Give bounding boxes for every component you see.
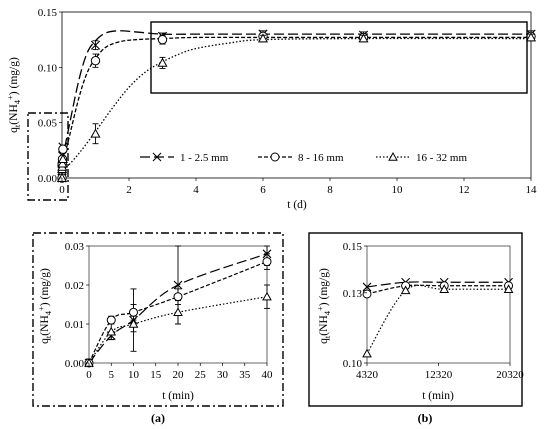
inset-a-y-tick-label: 0.01 [65,319,84,331]
main-point-s3 [57,153,68,164]
inset-b-border [308,232,523,407]
inset-b-series-curve-3 [366,284,509,354]
inset-a-chart: 0 5 10 15 20 25 30 35 40 0.00 0.01 0.02 0.03 t (min)… [32,232,284,407]
legend-label-3: 16 - 32 mm [416,152,467,164]
inset-a-point-s3 [84,357,94,367]
main-point-s3 [56,172,68,182]
zoom-box-b-indicator [150,21,528,94]
inset-a-x-axis-label: t (min) [162,390,194,402]
main-x-tick-label: 0 [59,184,65,196]
main-point-s3 [358,33,369,43]
legend-marker-2 [270,152,280,162]
inset-b-x-tick-label: 20320 [496,369,524,381]
main-x-tick-label: 14 [526,184,538,196]
inset-b-y-tick-label: 0.13 [343,288,363,300]
main-point-s2 [58,144,68,154]
main-point-s3 [57,158,68,168]
inset-a-x-tick-label: 35 [239,369,251,381]
inset-a-x-tick-label: 15 [150,369,162,381]
inset-a-x-tick-label: 10 [128,369,140,381]
legend-label-2: 8 - 16 mm [298,152,344,164]
main-point-s3 [525,32,537,42]
zoom-box-a-indicator [27,112,69,201]
inset-a-x-tick-label: 25 [195,369,207,381]
inset-a-points [84,245,272,368]
inset-a-point-s2 [173,292,183,302]
inset-a-x-tick-label: 40 [262,369,274,381]
main-points [56,29,537,183]
inset-a-point-s3 [173,307,183,316]
main-point-s3 [90,128,101,138]
inset-a-series-curve-3 [88,296,268,364]
inset-b-plot-frame [366,245,511,364]
main-point-s1 [90,40,101,50]
main-x-tick-label: 6 [260,184,266,196]
inset-a-y-axis-label: qt(NH4+) (mg/g) [36,268,53,344]
inset-a-y-tick-label: 0.03 [65,241,85,253]
main-series-curve-1 [61,30,531,162]
main-x-tick-label: 4 [193,184,199,196]
inset-b-point-s2 [362,289,372,299]
inset-b-y-tick-label: 0.15 [343,241,363,253]
main-x-tick-label: 2 [126,184,132,196]
main-x-tick-label: 12 [459,184,470,196]
main-legend: 1 - 2.5 mm 8 - 16 mm 16 - 32 mm [140,151,467,164]
main-point-s2 [157,34,168,45]
inset-a-y-tick-label: 0.02 [65,280,84,292]
inset-a-point-s2 [262,257,272,267]
inset-a-point-s2 [106,315,116,325]
main-ticks: 0 2 4 6 8 10 12 14 0.00 0.05 0.10 0.15 [38,7,537,196]
inset-a-point-s3 [128,318,139,328]
inset-b-curves [366,281,509,354]
main-point-s2 [90,55,101,66]
inset-a-border [32,232,284,407]
inset-b-chart: 4320 12320 20320 0.10 0.13 0.15 t (min) qt(NH… [308,232,525,407]
inset-a-point-s1 [173,280,183,290]
legend-marker-1 [152,152,162,162]
inset-a-y-tick-label: 0.00 [65,358,85,370]
inset-b-x-axis-label: t (min) [422,390,454,402]
main-plot-frame [61,11,532,179]
inset-b-ticks: 4320 12320 20320 0.10 0.13 0.15 [343,241,525,381]
main-chart: 0 2 4 6 8 10 12 14 0.00 0.05 0.10 0.15 t (d) qt(NH4… [5,7,537,211]
inset-b-x-tick-label: 12320 [425,369,453,381]
inset-a-point-s2 [129,307,138,317]
main-x-tick-label: 10 [392,184,404,196]
main-y-tick-label: 0.05 [38,118,58,130]
inset-b-point-s3 [362,348,372,358]
inset-a-x-tick-label: 20 [173,369,185,381]
main-x-tick-label: 8 [327,184,333,196]
main-y-tick-label: 0.15 [38,7,58,19]
legend-label-1: 1 - 2.5 mm [180,152,229,164]
inset-a-point-s3 [262,291,272,301]
inset-a-x-tick-label: 0 [86,369,92,381]
main-x-axis-label: t (d) [287,199,307,211]
main-series-curve-2 [61,36,531,165]
legend-marker-3 [388,151,398,161]
inset-b-point-s3 [400,285,411,295]
inset-b-x-tick-label: 4320 [356,369,379,381]
inset-b-caption: (b) [418,411,433,425]
main-point-s3 [157,57,168,67]
inset-a-point-s3 [106,326,117,336]
inset-b-series-curve-1 [366,281,509,288]
inset-b-series-curve-2 [366,284,509,295]
main-y-axis-label: qt(NH4+) (mg/g) [5,57,22,133]
inset-a-ticks: 0 5 10 15 20 25 30 35 40 0.00 0.01 0.02 0.03 [65,241,273,381]
main-y-tick-label: 0.00 [38,173,58,185]
inset-a-x-tick-label: 30 [217,369,229,381]
main-series-curve-3 [61,37,532,173]
main-point-s3 [257,33,269,43]
inset-b-point-s3 [439,284,450,293]
inset-a-x-tick-label: 5 [109,369,115,381]
main-y-tick-label: 0.10 [38,62,58,74]
inset-b-point-s3 [503,284,514,293]
inset-b-y-axis-label: qt(NH4+) (mg/g) [315,268,332,344]
inset-b-points [362,277,514,358]
main-curves [61,30,532,173]
inset-a-caption: (a) [151,411,165,425]
inset-b-y-tick-label: 0.10 [343,358,363,370]
inset-b-point-s1 [362,282,372,292]
